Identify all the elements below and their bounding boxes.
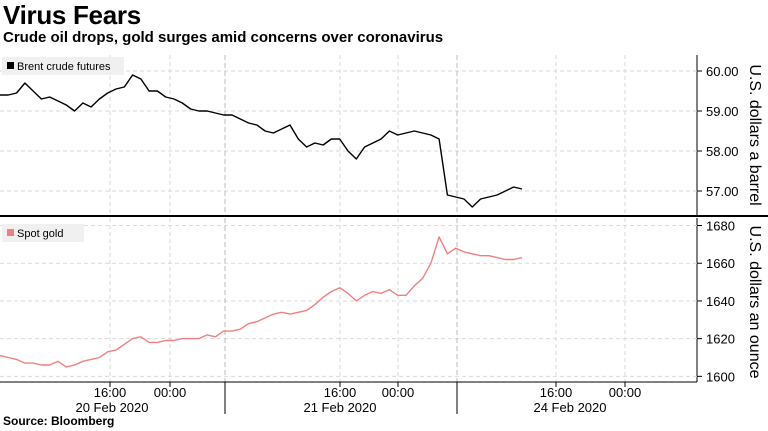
- gold-legend-swatch: [7, 229, 14, 236]
- brent-panel: 57.00 58.00 59.00 60.00 Brent crude futures…: [0, 55, 763, 215]
- gold-legend-label: Spot gold: [17, 228, 63, 240]
- x-time-tick-label-3: 00:00: [382, 385, 415, 400]
- brent-ytick-label-2: 59.00: [706, 104, 739, 119]
- gold-panel: 1600 1620 1640 1660 1680 Spot gold U.S. doll…: [0, 218, 763, 384]
- gold-y-axis-label: U.S. dollars an ounce: [746, 226, 763, 379]
- brent-ytick-label-0: 57.00: [706, 184, 739, 199]
- x-time-tick-label-5: 00:00: [609, 385, 642, 400]
- brent-legend-box: [2, 57, 124, 75]
- x-time-tick-label-2: 16:00: [324, 385, 357, 400]
- gold-series: [0, 236, 523, 368]
- gold-ytick-label-2: 1640: [706, 294, 735, 309]
- gold-gridlines: [0, 218, 697, 382]
- gold-legend-box: [2, 224, 84, 242]
- brent-ytick-label-1: 58.00: [706, 144, 739, 159]
- x-date-label-1: 21 Feb 2020: [303, 400, 376, 415]
- chart-source: Source: Bloomberg: [3, 414, 115, 428]
- x-axis: 16:00 00:00 16:00 00:00 16:00 00:00 20 Feb 20…: [0, 381, 697, 415]
- brent-gridlines: [0, 55, 697, 215]
- x-date-label-2: 24 Feb 2020: [533, 400, 606, 415]
- x-date-ticks: 20 Feb 2020 21 Feb 2020 24 Feb 2020: [75, 400, 606, 415]
- brent-series: [0, 74, 523, 208]
- x-time-tick-label-0: 16:00: [94, 385, 127, 400]
- chart-subtitle: Crude oil drops, gold surges amid concer…: [3, 29, 444, 46]
- gold-line: [0, 236, 523, 368]
- brent-legend-label: Brent crude futures: [17, 61, 111, 73]
- gold-y-ticks: 1600 1620 1640 1660 1680: [697, 219, 735, 384]
- brent-ytick-label-3: 60.00: [706, 64, 739, 79]
- chart-title: Virus Fears: [3, 0, 141, 30]
- x-date-label-0: 20 Feb 2020: [75, 400, 148, 415]
- brent-line: [0, 74, 523, 208]
- x-time-ticks: 16:00 00:00 16:00 00:00 16:00 00:00: [94, 382, 642, 400]
- gold-ytick-label-0: 1600: [706, 369, 735, 384]
- x-time-tick-label-4: 16:00: [540, 385, 573, 400]
- brent-y-axis-label: U.S. dollars a barrel: [746, 64, 763, 205]
- gold-ytick-label-3: 1660: [706, 256, 735, 271]
- brent-y-ticks: 57.00 58.00 59.00 60.00: [697, 64, 739, 199]
- x-time-tick-label-1: 00:00: [154, 385, 187, 400]
- gold-ytick-label-4: 1680: [706, 219, 735, 234]
- gold-ytick-label-1: 1620: [706, 332, 735, 347]
- brent-legend-swatch: [7, 62, 14, 69]
